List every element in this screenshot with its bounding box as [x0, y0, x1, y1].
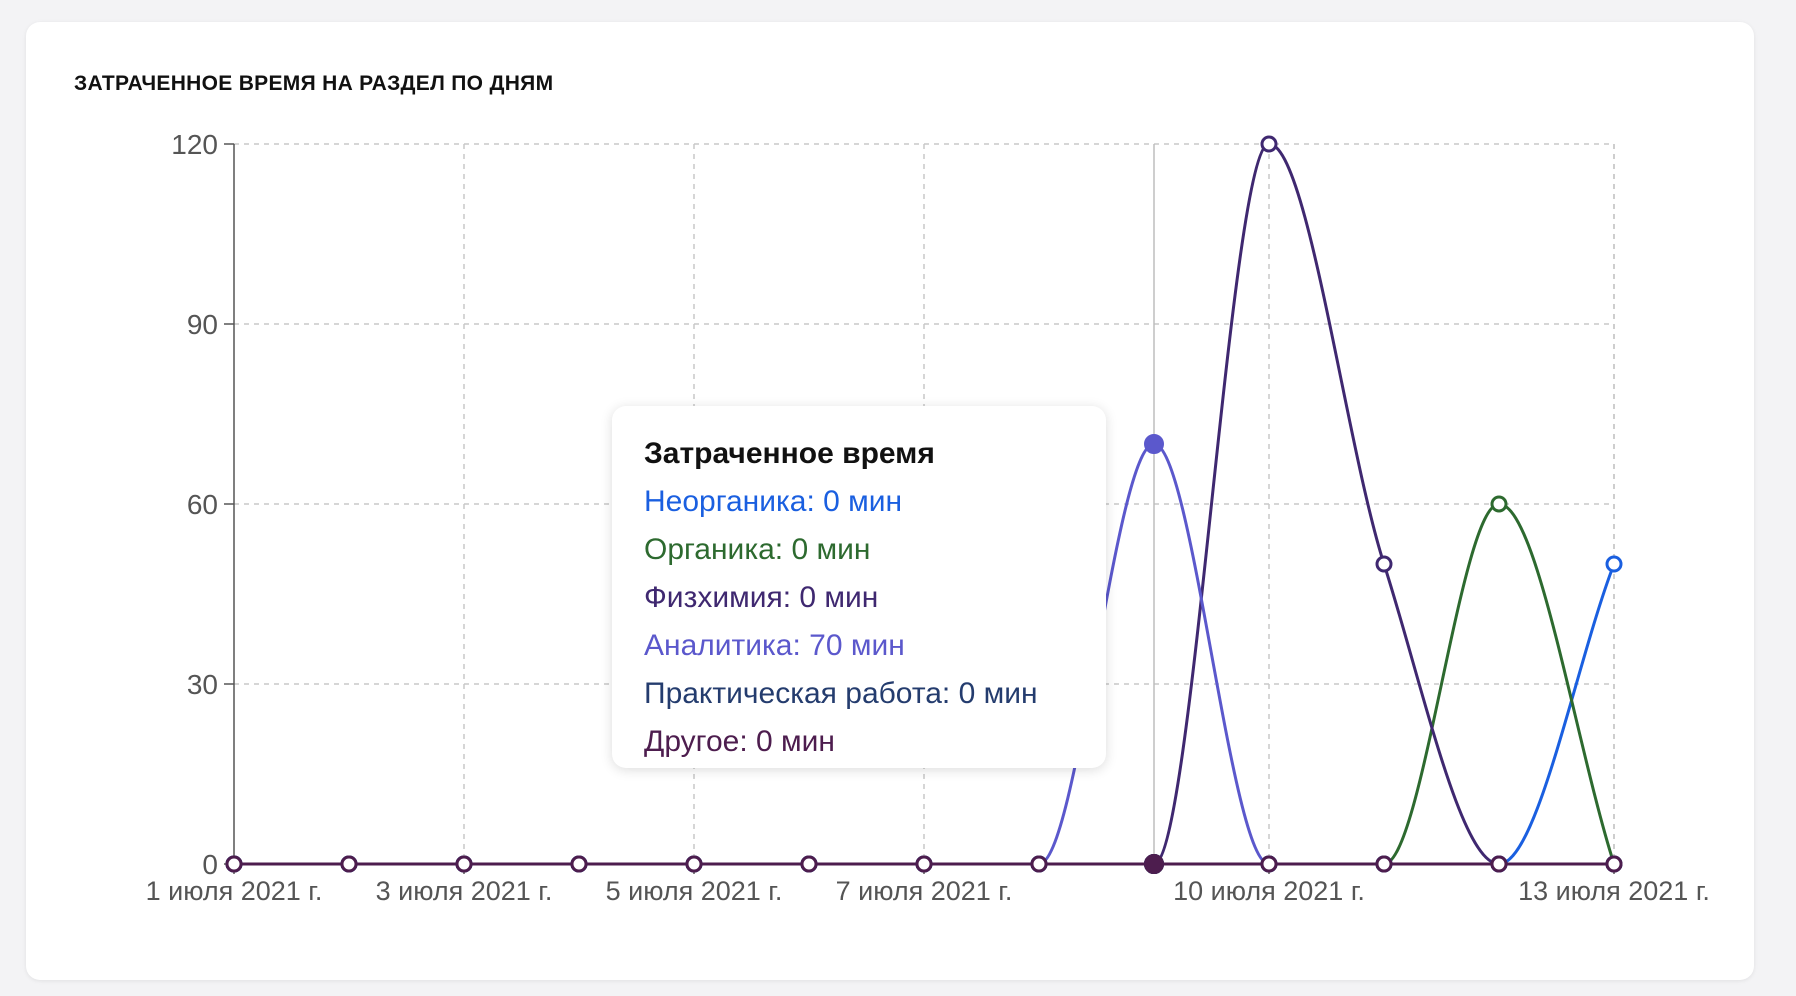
x-tick-label-2021-07-01: 1 июля 2021 г.	[146, 876, 323, 906]
series-5-point-5	[800, 855, 818, 873]
chart-tooltip: Затраченное время Неорганика: 0 мин Орга…	[612, 406, 1106, 768]
y-tick-label-90: 90	[187, 309, 218, 340]
series-5-point-4	[685, 855, 703, 873]
tooltip-row-organika: Органика: 0 мин	[644, 533, 871, 566]
x-tick-label-2021-07-10: 10 июля 2021 г.	[1173, 876, 1365, 906]
tooltip-row-fizkhimiya: Физхимия: 0 мин	[644, 581, 879, 614]
x-tick-label-2021-07-05: 5 июля 2021 г.	[606, 876, 783, 906]
y-tick-label-120: 120	[171, 129, 218, 160]
series-5-point-1	[340, 855, 358, 873]
series-0-point-12	[1605, 555, 1623, 573]
y-tick-label-0: 0	[202, 849, 218, 880]
series-5-point-6	[915, 855, 933, 873]
series-5-point-0	[225, 855, 243, 873]
tooltip-row-neorganika: Неорганика: 0 мин	[644, 485, 903, 518]
series-5-point-11	[1490, 855, 1508, 873]
tooltip-row-prakticheskaya-rabota: Практическая работа: 0 мин	[644, 677, 1038, 710]
chart-title: ЗАТРАЧЕННОЕ ВРЕМЯ НА РАЗДЕЛ ПО ДНЯМ	[74, 72, 554, 95]
y-tick-label-60: 60	[187, 489, 218, 520]
series-3-point-8	[1144, 434, 1164, 454]
x-tick-label-2021-07-03: 3 июля 2021 г.	[376, 876, 553, 906]
series-5-point-2	[455, 855, 473, 873]
x-tick-label-2021-07-07: 7 июля 2021 г.	[836, 876, 1013, 906]
tooltip-row-drugoe: Другое: 0 мин	[644, 725, 835, 758]
y-tick-label-30: 30	[187, 669, 218, 700]
series-2-point-9	[1260, 135, 1278, 153]
tooltip-row-analitika: Аналитика: 70 мин	[644, 629, 905, 662]
series-5-point-8	[1144, 854, 1164, 874]
series-5-point-10	[1375, 855, 1393, 873]
series-1-point-11	[1490, 495, 1508, 513]
x-tick-label-2021-07-13: 13 июля 2021 г.	[1518, 876, 1710, 906]
series-5-point-12	[1605, 855, 1623, 873]
tooltip-title: Затраченное время	[644, 437, 935, 470]
series-2-point-10	[1375, 555, 1393, 573]
series-5-point-7	[1030, 855, 1048, 873]
series-5-point-3	[570, 855, 588, 873]
series-5-point-9	[1260, 855, 1278, 873]
